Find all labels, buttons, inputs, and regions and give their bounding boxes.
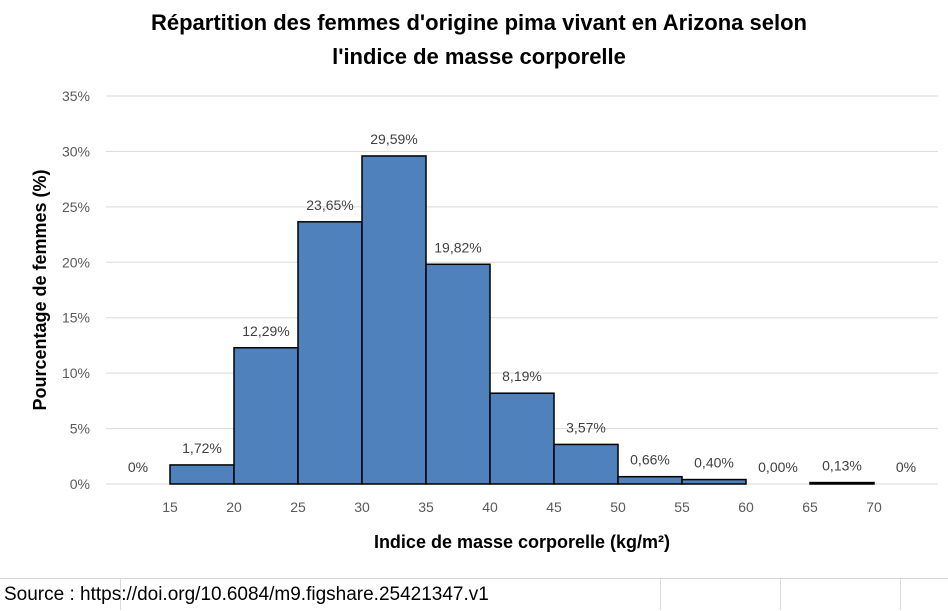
histogram-bar bbox=[489, 392, 555, 485]
data-label: 1,72% bbox=[182, 440, 222, 456]
cell-divider bbox=[660, 578, 661, 610]
data-label: 0% bbox=[896, 459, 916, 475]
y-axis-ticks: 0% 5% 10% 15% 20% 25% 30% 35% bbox=[62, 88, 90, 492]
chart-title-line-1: Répartition des femmes d'origine pima vi… bbox=[150, 10, 807, 35]
histogram-bar bbox=[361, 155, 427, 485]
histogram-bar bbox=[809, 481, 875, 485]
source-citation: Source : https://doi.org/10.6084/m9.figs… bbox=[4, 584, 489, 605]
chart-title-line-2: l'indice de masse corporelle bbox=[332, 44, 626, 69]
x-tick-label: 30 bbox=[354, 499, 370, 515]
x-axis-title: Indice de masse corporelle (kg/m²) bbox=[374, 532, 670, 552]
x-tick-label: 65 bbox=[802, 499, 818, 515]
cell-divider bbox=[780, 578, 781, 610]
y-tick-label: 5% bbox=[70, 421, 90, 437]
cell-divider bbox=[900, 578, 901, 610]
data-label: 3,57% bbox=[566, 419, 606, 435]
data-label: 0% bbox=[128, 459, 148, 475]
histogram-bar bbox=[169, 464, 235, 485]
data-label: 0,00% bbox=[758, 459, 798, 475]
x-tick-label: 55 bbox=[674, 499, 690, 515]
x-tick-label: 25 bbox=[290, 499, 306, 515]
spreadsheet-row bbox=[0, 578, 948, 611]
gridlines bbox=[106, 95, 938, 485]
y-tick-label: 35% bbox=[62, 88, 90, 104]
x-tick-label: 60 bbox=[738, 499, 754, 515]
chart-title: Répartition des femmes d'origine pima vi… bbox=[0, 6, 948, 74]
x-tick-label: 20 bbox=[226, 499, 242, 515]
x-tick-label: 15 bbox=[162, 499, 178, 515]
histogram-chart: 0% 5% 10% 15% 20% 25% 30% 35% 0% 1,72% 12,29% 23,6… bbox=[30, 88, 938, 552]
x-tick-label: 50 bbox=[610, 499, 626, 515]
x-tick-label: 45 bbox=[546, 499, 562, 515]
histogram-bar bbox=[681, 478, 747, 485]
bars bbox=[169, 155, 875, 485]
y-tick-label: 20% bbox=[62, 254, 90, 270]
y-tick-label: 30% bbox=[62, 143, 90, 159]
data-label: 0,40% bbox=[694, 455, 734, 471]
x-axis-ticks: 15 20 25 30 35 40 45 50 55 60 65 70 bbox=[162, 499, 882, 515]
data-label: 23,65% bbox=[306, 197, 353, 213]
x-tick-label: 35 bbox=[418, 499, 434, 515]
x-tick-label: 70 bbox=[866, 499, 882, 515]
y-axis-title: Pourcentage de femmes (%) bbox=[30, 169, 50, 410]
data-label: 12,29% bbox=[242, 323, 289, 339]
data-label: 29,59% bbox=[370, 131, 417, 147]
y-tick-label: 15% bbox=[62, 310, 90, 326]
cell-divider bbox=[120, 578, 121, 610]
data-labels: 0% 1,72% 12,29% 23,65% 29,59% 19,82% 8,19% 3,57… bbox=[128, 131, 916, 475]
data-label: 19,82% bbox=[434, 239, 481, 255]
data-label: 8,19% bbox=[502, 368, 542, 384]
data-label: 0,13% bbox=[822, 458, 862, 474]
histogram-bar bbox=[617, 475, 683, 485]
y-tick-label: 25% bbox=[62, 199, 90, 215]
y-tick-label: 10% bbox=[62, 365, 90, 381]
x-tick-label: 40 bbox=[482, 499, 498, 515]
data-label: 0,66% bbox=[630, 452, 670, 468]
histogram-bar bbox=[297, 221, 363, 485]
histogram-bar bbox=[425, 263, 491, 485]
histogram-bar bbox=[233, 347, 299, 485]
histogram-bar bbox=[553, 443, 619, 485]
y-tick-label: 0% bbox=[70, 476, 90, 492]
